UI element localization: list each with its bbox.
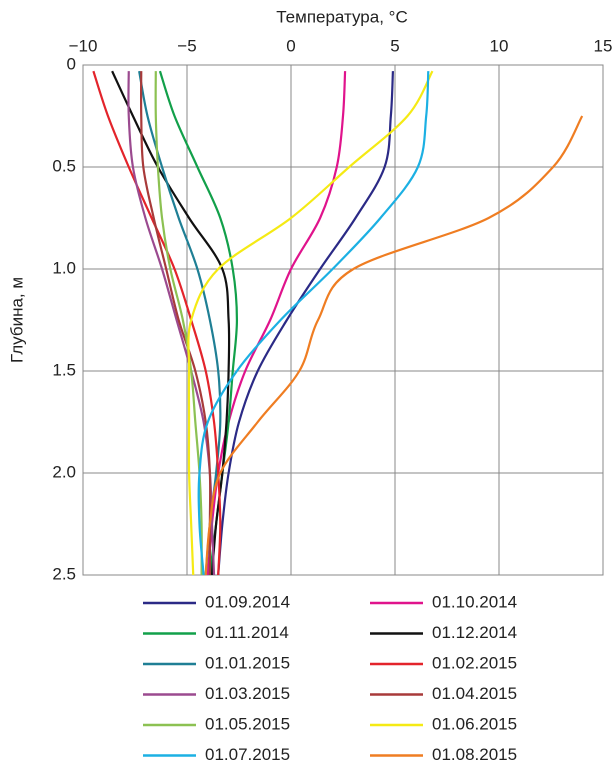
x-tick-label: −10 (69, 36, 98, 55)
temperature-profile (217, 71, 395, 575)
x-tick-label: 5 (390, 36, 399, 55)
legend-label: 01.01.2015 (205, 653, 290, 672)
temperature-profile (154, 71, 203, 575)
y-tick-label: 0.5 (52, 156, 76, 175)
y-tick-label: 2.0 (52, 462, 76, 481)
legend-label: 01.12.2014 (432, 623, 517, 642)
x-axis-label: Температура, °C (276, 7, 407, 26)
temperature-profile (187, 70, 434, 575)
y-tick-label: 1.5 (52, 360, 76, 379)
y-axis-label: Глубина, м (7, 277, 26, 363)
legend-label: 01.10.2014 (432, 592, 517, 611)
plot-frame (82, 64, 604, 576)
legend-label: 01.08.2015 (432, 745, 517, 763)
y-tick-label: 2.5 (52, 564, 76, 583)
x-tick-label: 10 (490, 36, 509, 55)
legend-label: 01.02.2015 (432, 653, 517, 672)
legend-label: 01.04.2015 (432, 684, 517, 703)
temperature-profile (139, 71, 212, 575)
legend-label: 01.11.2014 (205, 623, 289, 642)
legend-label: 01.03.2015 (205, 684, 290, 703)
temperature-profile (111, 70, 231, 575)
legend-label: 01.09.2014 (205, 592, 290, 611)
x-tick-label: 15 (594, 36, 613, 55)
y-tick-label: 0 (67, 54, 76, 73)
x-tick-label: 0 (286, 36, 295, 55)
legend-label: 01.07.2015 (205, 745, 290, 763)
temperature-profile (197, 71, 430, 575)
y-tick-label: 1.0 (52, 258, 76, 277)
temperature-profile (204, 115, 584, 575)
legend-label: 01.05.2015 (205, 714, 290, 733)
legend-label: 01.06.2015 (432, 714, 517, 733)
x-tick-label: −5 (177, 36, 196, 55)
